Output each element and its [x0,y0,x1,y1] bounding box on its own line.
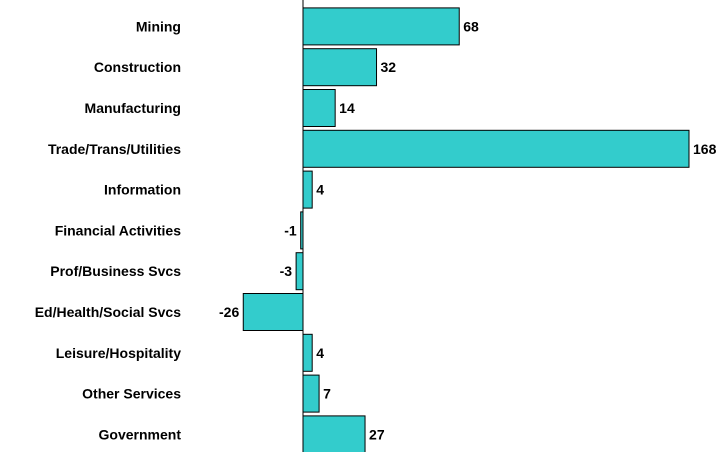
value-label-financial-activities: -1 [284,222,297,238]
bar-ed-health-social-svcs [242,293,304,331]
category-label-other-services: Other Services [82,386,181,402]
bar-construction [302,48,378,87]
category-label-construction: Construction [94,59,181,75]
category-label-ed-health-social-svcs: Ed/Health/Social Svcs [35,304,181,320]
value-label-mining: 68 [463,18,479,34]
value-label-other-services: 7 [323,386,331,402]
category-label-prof-business-svcs: Prof/Business Svcs [50,263,181,279]
bar-government [302,415,366,452]
value-label-prof-business-svcs: -3 [280,263,293,279]
category-label-mining: Mining [136,18,181,34]
labels-layer: Mining 68 Construction 32 Manufacturing 14 Tra… [35,18,717,442]
bar-manufacturing [302,89,336,127]
category-label-government: Government [99,426,182,442]
value-label-leisure-hospitality: 4 [316,345,324,361]
value-label-trade-trans-utilities: 168 [693,141,717,157]
value-label-information: 4 [316,182,324,198]
category-label-information: Information [104,182,181,198]
bar-leisure-hospitality [302,333,313,372]
category-label-manufacturing: Manufacturing [85,100,181,116]
bar-other-services [302,374,320,413]
category-label-financial-activities: Financial Activities [55,222,182,238]
category-label-leisure-hospitality: Leisure/Hospitality [56,345,181,361]
bars-layer [242,7,690,452]
bar-trade-trans-utilities [302,129,690,168]
value-label-ed-health-social-svcs: -26 [219,304,239,320]
bar-mining [302,7,460,46]
bar-information [302,170,313,209]
value-label-construction: 32 [381,59,397,75]
value-label-government: 27 [369,426,385,442]
bar-prof-business-svcs [295,252,304,291]
category-label-trade-trans-utilities: Trade/Trans/Utilities [48,141,181,157]
value-label-manufacturing: 14 [339,100,355,116]
